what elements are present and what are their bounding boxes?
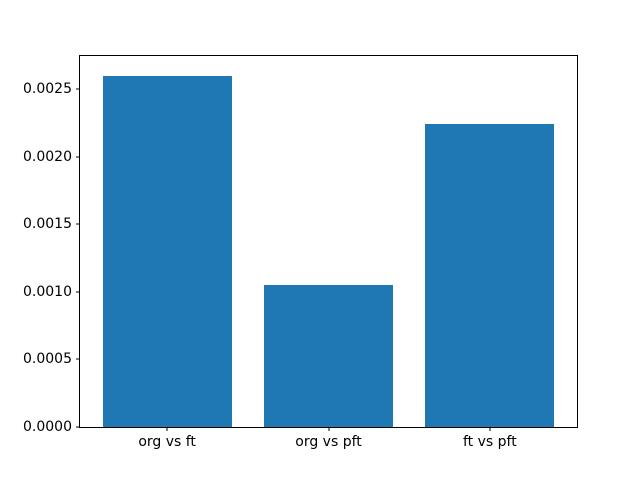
y-tick-label: 0.0015: [23, 216, 72, 233]
bar-ft-vs-pft: [425, 124, 555, 427]
y-axis: 0.0000 0.0005 0.0010 0.0015 0.0020 0.0025: [23, 56, 577, 434]
x-axis: org vs ft org vs pft ft vs pft: [80, 56, 577, 449]
plot-area: 0.0000 0.0005 0.0010 0.0015 0.0020 0.0025 org…: [23, 55, 578, 449]
x-tick: [489, 427, 491, 431]
y-tick: [76, 88, 80, 90]
y-tick: [76, 223, 80, 225]
x-tick-label: ft vs pft: [463, 434, 517, 450]
x-tick: [166, 427, 168, 431]
y-tick: [76, 426, 80, 428]
x-tick-label: org vs ft: [138, 434, 196, 450]
bar-org-vs-ft: [102, 75, 232, 427]
x-tick-label: org vs pft: [295, 434, 362, 450]
y-tick: [76, 358, 80, 360]
bar-org-vs-pft: [263, 285, 394, 427]
y-tick: [76, 291, 80, 293]
y-tick-label: 0.0020: [23, 148, 72, 165]
bars-group: [80, 56, 577, 427]
x-tick: [328, 427, 329, 431]
y-tick-label: 0.0025: [23, 81, 72, 98]
y-tick-label: 0.0005: [23, 351, 72, 368]
y-tick: [76, 156, 80, 158]
y-tick-label: 0.0010: [23, 283, 72, 300]
y-tick-label: 0.0000: [23, 419, 72, 435]
